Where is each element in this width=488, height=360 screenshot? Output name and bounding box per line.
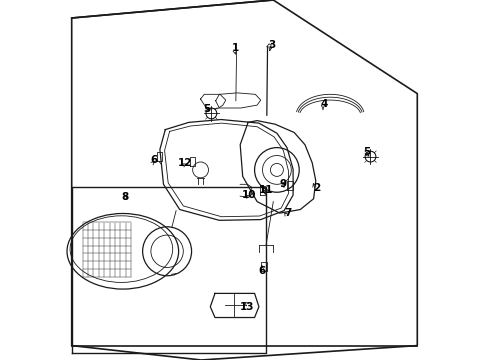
Text: 10: 10 xyxy=(241,190,256,200)
Text: 6: 6 xyxy=(258,266,265,276)
Text: 6: 6 xyxy=(150,155,157,165)
Text: 8: 8 xyxy=(121,192,128,202)
Text: 1: 1 xyxy=(231,42,239,53)
Text: 12: 12 xyxy=(178,158,192,168)
Text: 7: 7 xyxy=(284,208,291,218)
Text: 9: 9 xyxy=(279,179,286,189)
Text: 11: 11 xyxy=(258,185,273,195)
Text: 2: 2 xyxy=(312,183,320,193)
Text: 13: 13 xyxy=(240,302,254,312)
Text: 5: 5 xyxy=(203,104,210,114)
Text: 4: 4 xyxy=(319,99,327,109)
Text: 3: 3 xyxy=(267,40,275,50)
Text: 5: 5 xyxy=(363,147,370,157)
